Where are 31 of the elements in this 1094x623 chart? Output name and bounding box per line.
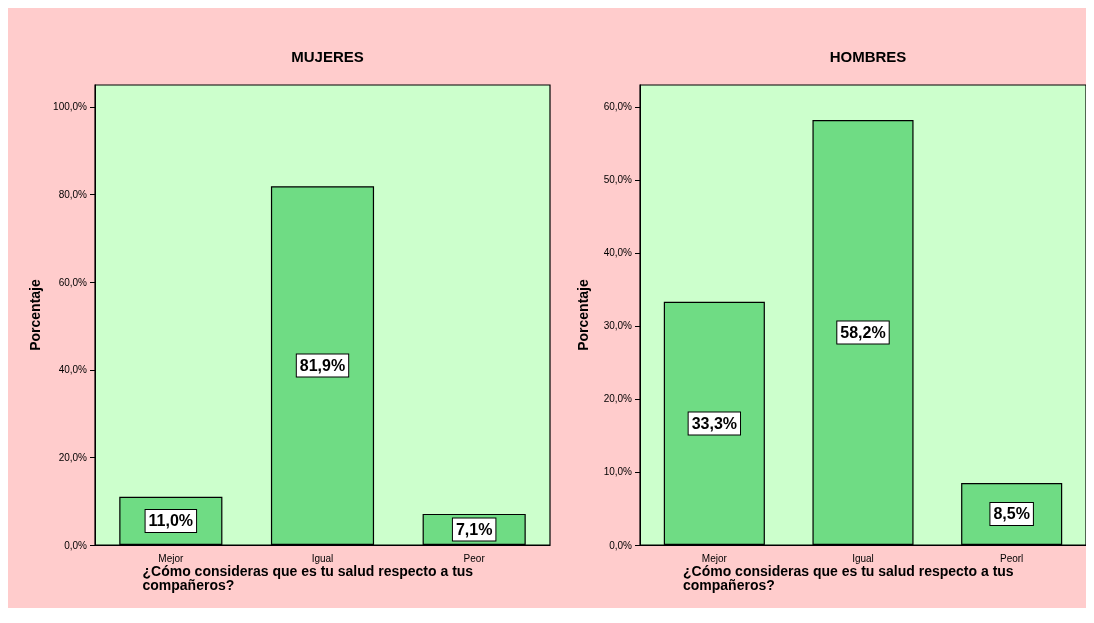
x-axis-title: ¿Cómo consideras que es tu salud respecto a tus compañeros? — [683, 563, 1018, 593]
data-label: 33,3% — [691, 414, 738, 432]
data-label: 81,9% — [299, 357, 346, 375]
y-tick-label: 80,0% — [58, 189, 88, 201]
y-tick-label: 60,0% — [58, 276, 88, 288]
y-tick-label: 0,0% — [609, 539, 633, 551]
y-tick-label: 10,0% — [603, 466, 633, 478]
chart-title: MUJERES — [291, 48, 364, 65]
y-tick-label: 50,0% — [603, 174, 633, 186]
y-tick-label: 20,0% — [603, 393, 633, 405]
y-axis-title: Porcentaje — [27, 279, 44, 351]
x-tick-label: Mejor — [158, 552, 184, 564]
x-tick-label: Igual — [852, 552, 874, 564]
data-label: 7,1% — [455, 520, 493, 538]
y-tick-label: 100,0% — [53, 101, 88, 113]
data-label: 58,2% — [840, 324, 886, 342]
data-label: 8,5% — [993, 505, 1030, 523]
y-tick-label: 40,0% — [603, 247, 633, 259]
chart-title: HOMBRES — [829, 48, 907, 65]
y-tick-label: 60,0% — [603, 101, 633, 113]
x-tick-label: Peor — [463, 552, 486, 564]
y-tick-label: 40,0% — [58, 364, 88, 376]
y-tick-label: 20,0% — [58, 451, 88, 463]
data-label: 11,0% — [148, 512, 194, 530]
y-axis-title: Porcentaje — [575, 279, 591, 351]
x-tick-label: Igual — [311, 552, 334, 564]
x-tick-label: Mejor — [701, 552, 728, 564]
y-tick-label: 30,0% — [603, 320, 633, 332]
y-tick-label: 0,0% — [64, 539, 88, 551]
x-tick-label: Peorl — [999, 552, 1024, 564]
x-axis-title: ¿Cómo consideras que es tu salud respecto a tus compañeros? — [142, 563, 478, 593]
